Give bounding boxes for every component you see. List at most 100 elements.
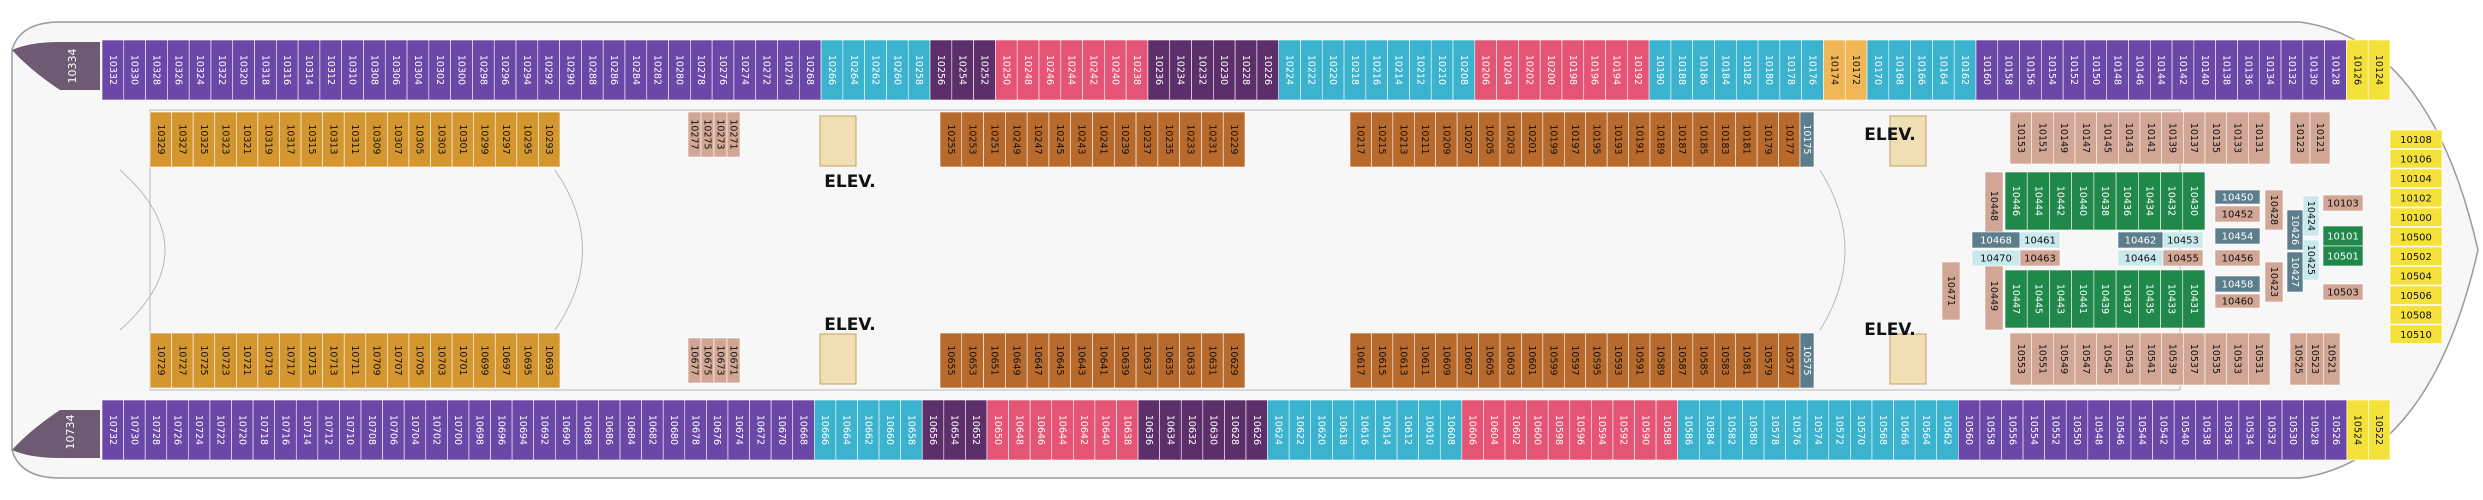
cabin-bow-suite[interactable]: 10506	[2389, 285, 2443, 305]
cabin-bottom-row[interactable]: 10636	[1137, 399, 1160, 461]
cabin-top-row[interactable]: 10294	[515, 39, 539, 101]
cabin-inner-bottom-brown[interactable]: 10595	[1585, 332, 1608, 389]
cabin-bottom-row[interactable]: 10712	[317, 399, 340, 461]
cabin-top-row[interactable]: 10278	[690, 39, 713, 101]
cabin-inner-bottom-brown[interactable]: 10587	[1671, 332, 1694, 389]
cabin-inner-bottom-brown[interactable]: 10591	[1628, 332, 1651, 389]
cabin-bottom-row[interactable]: 10704	[403, 399, 427, 461]
cabin-top-row[interactable]: 10228	[1234, 39, 1258, 101]
cabin-inner-bottom-brown[interactable]: 10581	[1735, 332, 1758, 389]
cabin-top-row[interactable]: 10222	[1300, 39, 1323, 101]
cabin-bottom-row[interactable]: 10576	[1785, 399, 1808, 461]
cabin-bottom-row[interactable]: 10672	[749, 399, 772, 461]
cabin-inner-bottom-brown[interactable]: 10631	[1201, 332, 1224, 389]
cabin-top-row[interactable]: 10300	[450, 39, 473, 101]
cabin-center[interactable]: 10450	[2214, 189, 2261, 205]
cabin-inner-top-brown[interactable]: 10213	[1392, 111, 1415, 168]
cabin-bottom-row[interactable]: 10550	[2065, 399, 2089, 461]
cabin-bottom-row[interactable]: 10540	[2173, 399, 2197, 461]
cabin-bottom-row[interactable]: 10534	[2238, 399, 2261, 461]
cabin-inner-top-gold[interactable]: 10329	[149, 111, 172, 168]
cabin-top-row[interactable]: 10274	[733, 39, 757, 101]
cabin-bottom-row[interactable]: 10568	[1871, 399, 1894, 461]
cabin-top-row[interactable]: 10302	[428, 39, 451, 101]
cabin-top-row[interactable]: 10192	[1627, 39, 1650, 101]
cabin-misc[interactable]: 10501	[2322, 245, 2364, 267]
cabin-bow-suite[interactable]: 10108	[2389, 129, 2443, 149]
cabin-top-row[interactable]: 10184	[1714, 39, 1737, 101]
cabin-bottom-row[interactable]: 10628	[1224, 399, 1247, 461]
cabin-top-row[interactable]: 10214	[1387, 39, 1410, 101]
cabin-bottom-row[interactable]: 10668	[792, 399, 815, 461]
cabin-bow-suite[interactable]: 10510	[2389, 324, 2443, 344]
cabin-inner-top-brown[interactable]: 10195	[1585, 111, 1608, 168]
cabin-bottom-row[interactable]: 10610	[1418, 399, 1441, 461]
cabin-top-row[interactable]: 10270	[777, 39, 800, 101]
cabin-top-row[interactable]: 10290	[559, 39, 582, 101]
cabin-inner-bottom-slate[interactable]: 10575	[1799, 332, 1815, 389]
cabin-forward-bottom[interactable]: 10541	[2139, 332, 2162, 386]
cabin-top-row[interactable]: 10202	[1518, 39, 1541, 101]
cabin-center[interactable]: 10455	[2162, 249, 2204, 267]
cabin-bottom-row[interactable]: 10656	[921, 399, 945, 461]
cabin-inner-top-brown[interactable]: 10241	[1092, 111, 1115, 168]
cabin-top-row[interactable]: 10218	[1343, 39, 1367, 101]
cabin-top-row[interactable]: 10292	[537, 39, 560, 101]
cabin-inner-bottom-brown[interactable]: 10611	[1413, 332, 1437, 389]
cabin-bottom-row[interactable]: 10688	[576, 399, 599, 461]
cabin-forward-bottom[interactable]: 10533	[2226, 332, 2249, 386]
cabin-bottom-row[interactable]: 10574	[1806, 399, 1830, 461]
cabin-inner-bottom-tan[interactable]: 10677	[687, 337, 702, 384]
cabin-inner-top-tan[interactable]: 10273	[713, 111, 728, 158]
cabin-bow-suite[interactable]: 10504	[2389, 266, 2443, 286]
cabin-bottom-row[interactable]: 10684	[619, 399, 642, 461]
cabin-bottom-row[interactable]: 10602	[1504, 399, 1527, 461]
cabin-inner-top-gold[interactable]: 10311	[343, 111, 367, 168]
cabin-top-row[interactable]: 10162	[1953, 39, 1977, 101]
cabin-bottom-row[interactable]: 10618	[1332, 399, 1355, 461]
cabin-bottom-row[interactable]: 10692	[533, 399, 556, 461]
cabin-inner-top-brown[interactable]: 10255	[939, 111, 963, 168]
cabin-top-row[interactable]: 10180	[1757, 39, 1781, 101]
cabin-inner-bottom-tan[interactable]: 10673	[713, 337, 728, 384]
cabin-inner-top-gold[interactable]: 10301	[451, 111, 474, 168]
cabin-inner-top-brown[interactable]: 10251	[983, 111, 1006, 168]
cabin-bottom-row[interactable]: 10560	[1958, 399, 1981, 461]
cabin-top-row[interactable]: 10280	[668, 39, 691, 101]
cabin-top-row[interactable]: 10216	[1365, 39, 1388, 101]
cabin-bow-suite[interactable]: 10500	[2389, 227, 2443, 247]
cabin-top-row[interactable]: 10206	[1474, 39, 1497, 101]
cabin-inner-bottom-gold[interactable]: 10725	[192, 332, 216, 389]
cabin-top-row[interactable]: 10272	[755, 39, 778, 101]
cabin-green-bottom[interactable]: 10431	[2182, 269, 2206, 329]
cabin-inner-bottom-brown[interactable]: 10615	[1371, 332, 1394, 389]
cabin-inner-bottom-brown[interactable]: 10577	[1778, 332, 1801, 389]
cabin-green-top[interactable]: 10442	[2049, 171, 2072, 231]
cabin-green-top[interactable]: 10434	[2138, 171, 2161, 231]
cabin-inner-bottom-brown[interactable]: 10653	[961, 332, 984, 389]
cabin-forward-bottom[interactable]: 10531	[2248, 332, 2271, 386]
cabin-inner-top-brown[interactable]: 10205	[1478, 111, 1501, 168]
cabin-top-row[interactable]: 10240	[1104, 39, 1127, 101]
cabin-forward-top[interactable]: 10137	[2183, 111, 2206, 165]
cabin-top-row[interactable]: 10330	[123, 39, 146, 101]
cabin-bottom-row[interactable]: 10526	[2324, 399, 2348, 461]
cabin-bottom-row[interactable]: 10664	[835, 399, 858, 461]
cabin-bottom-row[interactable]: 10650	[986, 399, 1009, 461]
cabin-bottom-row[interactable]: 10588	[1655, 399, 1678, 461]
cabin-inner-top-gold[interactable]: 10297	[494, 111, 518, 168]
cabin-bottom-row[interactable]: 10614	[1375, 399, 1398, 461]
cabin-top-row[interactable]: 10256	[929, 39, 953, 101]
cabin-inner-top-gold[interactable]: 10323	[214, 111, 237, 168]
cabin-inner-top-gold[interactable]: 10303	[430, 111, 453, 168]
cabin-bottom-row[interactable]: 10714	[295, 399, 319, 461]
cabin-inner-bottom-gold[interactable]: 10709	[365, 332, 388, 389]
cabin-bottom-row[interactable]: 10674	[727, 399, 750, 461]
cabin-inner-bottom-gold[interactable]: 10715	[300, 332, 323, 389]
cabin-center[interactable]: 10452	[2214, 205, 2261, 223]
cabin-forward-top[interactable]: 10133	[2226, 111, 2249, 165]
cabin-top-row[interactable]: 10174	[1823, 39, 1846, 101]
cabin-inner-bottom-gold[interactable]: 10729	[149, 332, 172, 389]
cabin-top-row[interactable]: 10136	[2237, 39, 2260, 101]
cabin-bottom-row[interactable]: 10638	[1116, 399, 1139, 461]
